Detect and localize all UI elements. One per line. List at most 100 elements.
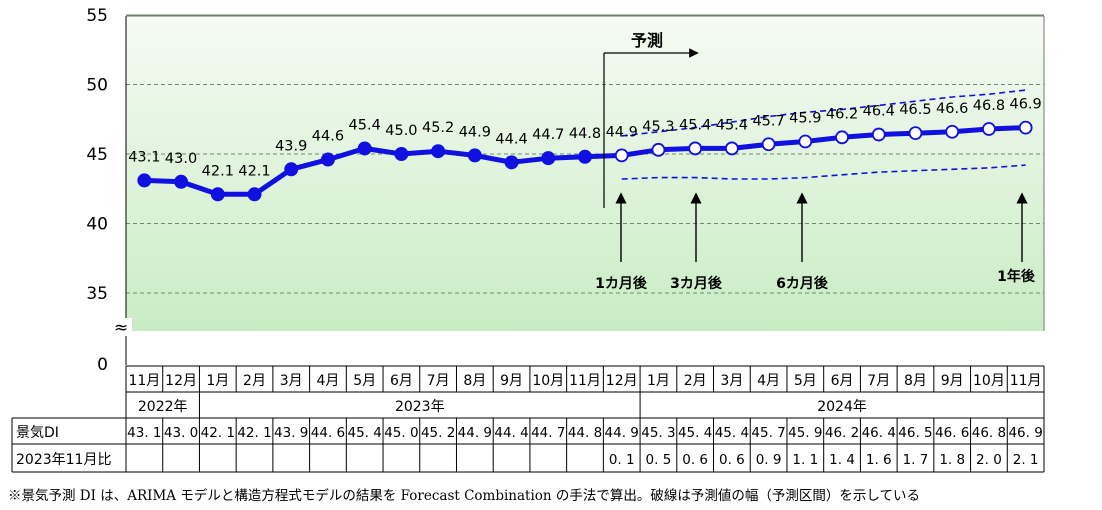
forecast-point	[761, 137, 776, 152]
month-label: 10月	[973, 373, 1005, 389]
horizon-label: 3カ月後	[670, 275, 723, 292]
y-tick-label: 40	[86, 215, 108, 235]
month-label: 2月	[243, 373, 266, 389]
data-label: 46.5	[899, 102, 931, 118]
forecast-point	[908, 126, 923, 141]
forecast-point	[651, 142, 666, 157]
y-tick-label: 50	[86, 76, 108, 96]
data-label: 45.3	[642, 119, 674, 135]
row-label-diff: 2023年11月比	[16, 452, 111, 468]
di-cell: 45. 4	[715, 425, 749, 441]
data-label: 46.9	[1009, 97, 1041, 113]
data-label: 44.7	[532, 127, 564, 143]
di-cell: 45. 2	[421, 425, 455, 441]
di-cell: 43. 9	[274, 425, 308, 441]
actual-point	[357, 141, 372, 156]
actual-point	[174, 174, 189, 189]
di-cell: 46. 4	[862, 425, 896, 441]
axis-break-symbol: ≈	[114, 318, 128, 338]
month-label: 10月	[532, 373, 564, 389]
year-label: 2022年	[138, 399, 188, 415]
diff-cell: 0. 6	[682, 452, 708, 468]
month-label: 8月	[463, 373, 486, 389]
di-cell: 44. 4	[494, 425, 528, 441]
data-label: 42.1	[202, 163, 234, 179]
data-label: 43.0	[165, 151, 197, 167]
diff-cell: 1. 6	[866, 452, 892, 468]
di-cell: 46. 9	[1008, 425, 1042, 441]
actual-point	[541, 151, 556, 166]
di-cell: 45. 7	[751, 425, 785, 441]
data-label: 45.4	[716, 117, 748, 133]
diff-cell: 0. 6	[719, 452, 745, 468]
month-label: 5月	[794, 373, 817, 389]
month-label: 9月	[941, 373, 964, 389]
month-label: 9月	[500, 373, 523, 389]
plot-area	[126, 16, 1044, 331]
forecast-point	[798, 134, 813, 149]
di-cell: 45. 4	[678, 425, 712, 441]
month-label: 3月	[280, 373, 303, 389]
forecast-point	[945, 124, 960, 139]
data-label: 45.4	[349, 117, 381, 133]
di-cell: 44. 9	[458, 425, 492, 441]
month-label: 1月	[206, 373, 229, 389]
diff-cell: 2. 1	[1013, 452, 1039, 468]
di-cell: 44. 9	[605, 425, 639, 441]
actual-point	[320, 152, 335, 167]
year-label: 2023年	[395, 399, 445, 415]
data-label: 46.8	[973, 98, 1005, 114]
month-label: 6月	[390, 373, 413, 389]
data-label: 45.0	[385, 123, 417, 139]
month-label: 4月	[316, 373, 339, 389]
month-label: 6月	[831, 373, 854, 389]
month-label: 5月	[353, 373, 376, 389]
forecast-point	[982, 122, 996, 136]
data-label: 46.4	[863, 104, 895, 120]
di-cell: 45. 9	[788, 425, 822, 441]
data-label: 45.9	[789, 110, 821, 126]
forecast-point	[724, 141, 739, 156]
forecast-point	[835, 130, 849, 145]
month-label: 7月	[867, 373, 890, 389]
di-cell: 44. 7	[531, 425, 565, 441]
di-cell: 46. 5	[898, 425, 932, 441]
data-label: 43.1	[128, 149, 160, 165]
horizon-label: 1年後	[997, 268, 1036, 285]
month-label: 12月	[606, 373, 638, 389]
diff-cell: 1. 1	[792, 452, 818, 468]
month-label: 1月	[647, 373, 670, 389]
data-label: 45.7	[752, 113, 784, 129]
data-label: 43.9	[275, 138, 307, 154]
di-cell: 46. 2	[825, 425, 859, 441]
di-cell: 44. 6	[311, 425, 345, 441]
diff-cell: 0. 5	[646, 452, 672, 468]
month-label: 11月	[569, 373, 601, 389]
y-tick-label: 45	[86, 145, 108, 165]
row-label-di: 景気DI	[16, 425, 59, 441]
di-cell: 45. 3	[641, 425, 675, 441]
month-label: 12月	[165, 373, 197, 389]
diff-cell: 2. 0	[976, 452, 1002, 468]
diff-cell: 1. 7	[903, 452, 929, 468]
actual-point	[504, 155, 519, 170]
data-label: 44.4	[495, 131, 527, 147]
di-cell: 42. 1	[237, 425, 271, 441]
di-cell: 46. 8	[972, 425, 1006, 441]
horizon-label: 1カ月後	[595, 275, 648, 292]
di-cell: 42. 1	[201, 425, 235, 441]
diff-cell: 1. 4	[829, 452, 855, 468]
data-label: 44.8	[569, 126, 601, 142]
diff-cell: 0. 1	[609, 452, 635, 468]
data-label: 45.4	[679, 117, 711, 133]
horizon-label: 6カ月後	[776, 275, 829, 292]
di-cell: 45. 0	[384, 425, 418, 441]
month-label: 8月	[904, 373, 927, 389]
lower-bound-line	[621, 164, 1026, 180]
diff-cell: 1. 8	[939, 452, 965, 468]
actual-point	[210, 187, 225, 202]
di-cell: 46. 6	[935, 425, 969, 441]
di-cell: 44. 8	[568, 425, 602, 441]
data-label: 44.9	[606, 124, 638, 140]
data-label: 46.6	[936, 101, 968, 117]
